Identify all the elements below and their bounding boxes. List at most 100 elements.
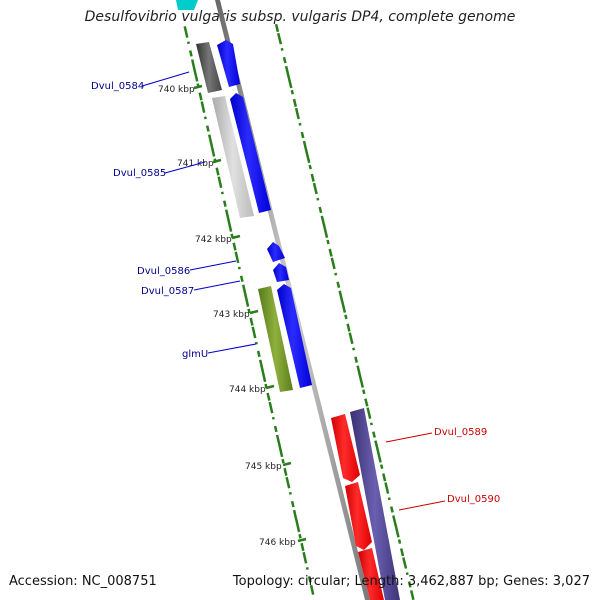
gc-skew-mark [243, 293, 250, 307]
gc-skew-mark [188, 50, 193, 57]
feature-dvul-0589-0590-shade [350, 408, 400, 600]
gc-skew-mark [275, 434, 281, 445]
position-tick: 741 kbp [177, 158, 222, 169]
gc-skew-mark [273, 425, 278, 433]
gene-name[interactable]: Dvul_0586 [137, 266, 190, 277]
gc-skew-mark [336, 281, 341, 288]
gc-skew-mark [207, 134, 213, 145]
gc-skew-mark [205, 125, 210, 132]
gc-skew-mark [308, 164, 312, 170]
gc-skew-mark [298, 533, 302, 539]
gc-skew-mark [318, 206, 323, 214]
gc-skew-mark [374, 440, 379, 451]
gc-skew-mark [217, 176, 223, 189]
gc-skew-mark [294, 518, 301, 533]
gc-skew-mark [282, 56, 287, 64]
tick-label: 745 kbp [245, 462, 282, 472]
gene-label-dvul-0589[interactable]: Dvul_0589 [385, 427, 487, 443]
gc-skew-mark [348, 332, 354, 345]
gc-skew-mark [326, 239, 330, 245]
gc-skew-mark [251, 326, 257, 339]
gene-label-dvul-0585[interactable]: Dvul_0585 [113, 161, 206, 179]
cds-dvul-0585 [230, 93, 271, 213]
gc-skew-mark [309, 584, 315, 595]
gene-name[interactable]: Dvul_0587 [141, 286, 194, 297]
gc-skew-mark [310, 173, 315, 182]
gene-label-dvul-0590[interactable]: Dvul_0590 [398, 494, 500, 511]
gc-skew-mark [344, 314, 348, 320]
gc-skew-mark [274, 23, 280, 33]
gc-skew-mark [280, 47, 284, 51]
gc-skew-mark [266, 392, 271, 401]
cds-next-reverse [358, 548, 384, 600]
gc-skew-mark [358, 374, 365, 388]
gc-skew-mark [328, 248, 333, 257]
gc-skew-mark [268, 401, 274, 414]
cds-dvul-0587 [273, 263, 289, 282]
cds-dvul-0589 [331, 414, 360, 482]
cds-dvul-0586 [267, 242, 285, 262]
gene-name[interactable]: glmU [182, 349, 208, 360]
gc-skew-mark [402, 557, 408, 569]
gc-skew-mark [340, 299, 347, 313]
gc-skew-mark [305, 567, 309, 570]
cds-glmU [277, 284, 312, 388]
gc-skew-outer-track [274, 23, 415, 600]
position-tick: 746 kbp [259, 537, 307, 548]
tick-label: 746 kbp [259, 538, 296, 548]
gc-skew-mark [239, 275, 244, 282]
gene-label-glmU[interactable]: glmU [182, 343, 257, 360]
position-tick: 745 kbp [245, 461, 292, 472]
cds-dvul-0584 [217, 40, 240, 87]
gc-skew-mark [256, 350, 261, 358]
gc-skew-mark [399, 548, 405, 557]
feature-dvul-0584-shade [196, 42, 222, 93]
gene-name[interactable]: Dvul_0585 [113, 168, 166, 179]
gc-skew-mark [260, 368, 267, 383]
gc-skew-mark [192, 68, 199, 82]
gc-skew-mark [316, 197, 320, 201]
gc-skew-mark [254, 341, 258, 345]
position-tick: 740 kbp [158, 84, 203, 95]
gc-skew-mark [304, 149, 311, 164]
gc-skew-mark [312, 182, 318, 195]
gc-skew-mark [290, 89, 295, 95]
gc-skew-mark [237, 266, 241, 270]
tick-label: 743 kbp [213, 310, 250, 320]
gc-skew-mark [407, 581, 412, 588]
gc-skew-mark [307, 576, 312, 583]
gc-skew-mark [292, 98, 298, 107]
gc-skew-mark [320, 215, 326, 226]
cds-dvul-0590 [345, 482, 372, 550]
gc-skew-mark [258, 359, 264, 370]
gc-skew-mark [277, 443, 284, 458]
gc-skew-mark [322, 224, 329, 238]
gene-label-dvul-0587[interactable]: Dvul_0587 [141, 280, 241, 297]
gc-skew-mark [288, 491, 292, 495]
gc-skew-mark [294, 107, 300, 120]
gc-skew-mark [379, 464, 384, 469]
gc-skew-mark [286, 74, 293, 89]
position-tick: 744 kbp [229, 384, 275, 395]
gene-label-dvul-0584[interactable]: Dvul_0584 [91, 71, 190, 92]
map-title: Desulfovibrio vulgaris subsp. vulgaris D… [84, 9, 516, 25]
gc-skew-mark [405, 572, 409, 576]
gc-skew-mark [338, 290, 344, 301]
top-feature-fragment [176, 0, 198, 10]
gc-skew-mark [222, 200, 227, 207]
gene-name[interactable]: Dvul_0584 [91, 81, 144, 92]
position-tick: 743 kbp [213, 309, 259, 320]
gc-skew-mark [203, 116, 207, 120]
gc-skew-mark [298, 122, 302, 126]
gc-skew-mark [226, 218, 233, 232]
gc-skew-mark [376, 449, 382, 463]
gc-skew-mark [190, 59, 196, 70]
gene-name[interactable]: Dvul_0590 [447, 494, 500, 505]
gc-skew-mark [387, 497, 391, 501]
gc-skew-mark [352, 347, 356, 351]
gene-name[interactable]: Dvul_0589 [434, 427, 487, 438]
gc-skew-mark [198, 92, 203, 101]
gene-label-dvul-0586[interactable]: Dvul_0586 [137, 260, 237, 277]
gc-skew-mark [334, 272, 338, 276]
gc-skew-mark [372, 431, 376, 438]
